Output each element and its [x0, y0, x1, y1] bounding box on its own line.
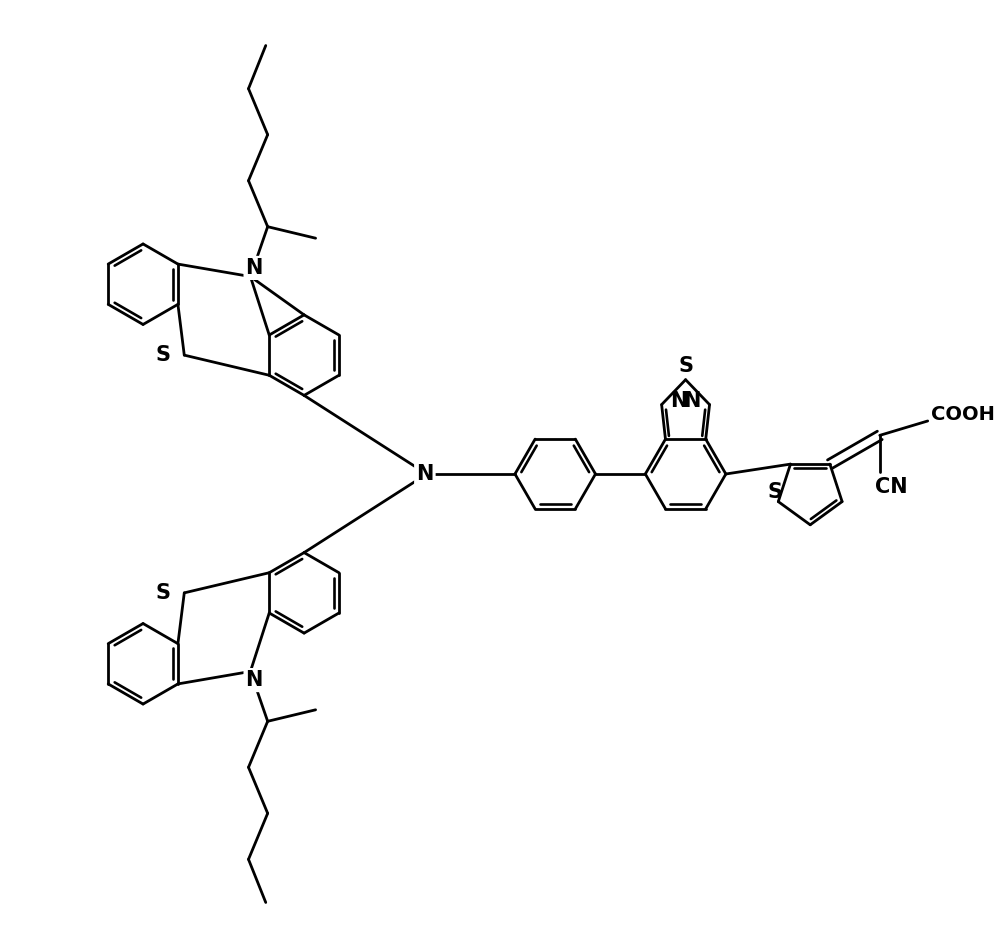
Text: S: S: [678, 356, 693, 376]
Text: CN: CN: [875, 477, 908, 497]
Text: N: N: [246, 258, 263, 278]
Text: S: S: [768, 482, 783, 502]
Text: COOH: COOH: [931, 405, 995, 424]
Text: S: S: [156, 583, 171, 603]
Text: N: N: [246, 670, 263, 690]
Text: N: N: [416, 464, 434, 484]
Text: S: S: [156, 345, 171, 365]
Text: N: N: [684, 391, 701, 410]
Text: N: N: [670, 391, 688, 410]
